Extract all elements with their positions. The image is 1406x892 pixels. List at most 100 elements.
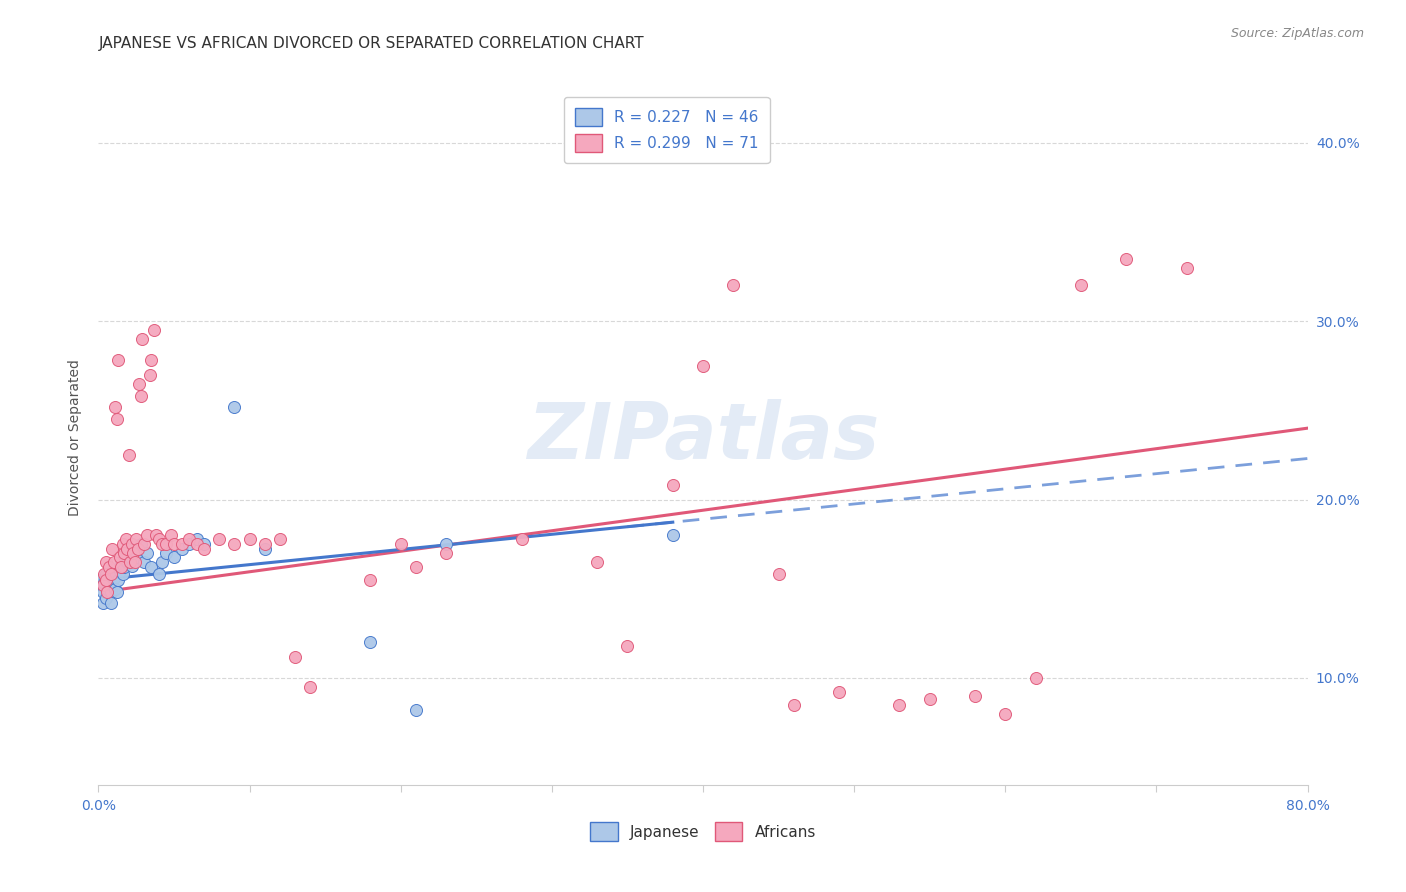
Point xyxy=(723,278,745,293)
Y-axis label: Divorced or Separated: Divorced or Separated xyxy=(69,359,83,516)
Point xyxy=(434,537,457,551)
Point xyxy=(510,532,533,546)
Point xyxy=(132,537,155,551)
Point xyxy=(127,542,149,557)
Point xyxy=(118,542,141,557)
Point xyxy=(208,532,231,546)
Point xyxy=(193,542,215,557)
Point xyxy=(170,542,193,557)
Point xyxy=(110,555,132,569)
Point xyxy=(105,585,128,599)
Legend: Japanese, Africans: Japanese, Africans xyxy=(583,816,823,847)
Point xyxy=(239,532,262,546)
Point xyxy=(163,537,186,551)
Point xyxy=(661,528,683,542)
Point xyxy=(115,555,138,569)
Point xyxy=(108,549,131,564)
Point xyxy=(125,549,148,564)
Point xyxy=(163,549,186,564)
Point xyxy=(100,567,122,582)
Point xyxy=(107,573,129,587)
Point xyxy=(90,582,112,596)
Point xyxy=(661,478,683,492)
Point xyxy=(107,353,129,368)
Point xyxy=(128,376,150,391)
Point xyxy=(224,537,246,551)
Point xyxy=(918,692,941,706)
Point xyxy=(104,582,127,596)
Text: ZIPatlas: ZIPatlas xyxy=(527,399,879,475)
Point xyxy=(434,546,457,560)
Point xyxy=(115,542,138,557)
Point xyxy=(94,567,117,582)
Point xyxy=(124,555,146,569)
Point xyxy=(586,555,609,569)
Point xyxy=(91,585,114,599)
Point xyxy=(121,558,143,573)
Point xyxy=(143,323,166,337)
Point xyxy=(89,573,111,587)
Point xyxy=(360,635,382,649)
Point xyxy=(141,353,163,368)
Point xyxy=(828,685,851,699)
Point xyxy=(135,546,157,560)
Point xyxy=(150,537,173,551)
Point xyxy=(131,332,153,346)
Point xyxy=(132,555,155,569)
Point xyxy=(127,542,149,557)
Point xyxy=(120,555,142,569)
Point xyxy=(108,564,131,578)
Point xyxy=(100,596,122,610)
Point xyxy=(224,400,246,414)
Point xyxy=(101,578,124,592)
Point xyxy=(1115,252,1137,266)
Point xyxy=(93,576,115,591)
Point xyxy=(139,368,162,382)
Point xyxy=(160,528,183,542)
Point xyxy=(103,571,125,585)
Point xyxy=(148,532,170,546)
Point xyxy=(118,448,141,462)
Point xyxy=(148,567,170,582)
Point xyxy=(105,412,128,426)
Point xyxy=(91,596,114,610)
Point xyxy=(114,546,136,560)
Point xyxy=(1024,671,1046,685)
Point xyxy=(122,546,145,560)
Point xyxy=(616,639,638,653)
Point xyxy=(405,560,427,574)
Point xyxy=(269,532,291,546)
Point xyxy=(1070,278,1092,293)
Point xyxy=(150,555,173,569)
Point xyxy=(129,537,152,551)
Point xyxy=(94,555,117,569)
Point xyxy=(179,532,201,546)
Point xyxy=(692,359,714,373)
Point xyxy=(405,703,427,717)
Point xyxy=(96,585,118,599)
Point xyxy=(101,542,124,557)
Point xyxy=(121,537,143,551)
Point xyxy=(768,567,790,582)
Point xyxy=(994,706,1017,721)
Point xyxy=(98,560,121,574)
Point xyxy=(170,537,193,551)
Point xyxy=(186,532,208,546)
Point xyxy=(91,578,114,592)
Point xyxy=(145,528,167,542)
Point xyxy=(111,537,134,551)
Point xyxy=(253,537,276,551)
Point xyxy=(965,689,987,703)
Point xyxy=(103,555,125,569)
Point xyxy=(284,649,307,664)
Point xyxy=(186,537,208,551)
Point xyxy=(114,532,136,546)
Point xyxy=(104,400,127,414)
Point xyxy=(129,389,152,403)
Point xyxy=(112,546,135,560)
Point xyxy=(360,573,382,587)
Point xyxy=(1175,260,1198,275)
Point xyxy=(93,567,115,582)
Point xyxy=(96,582,118,596)
Point xyxy=(299,680,322,694)
